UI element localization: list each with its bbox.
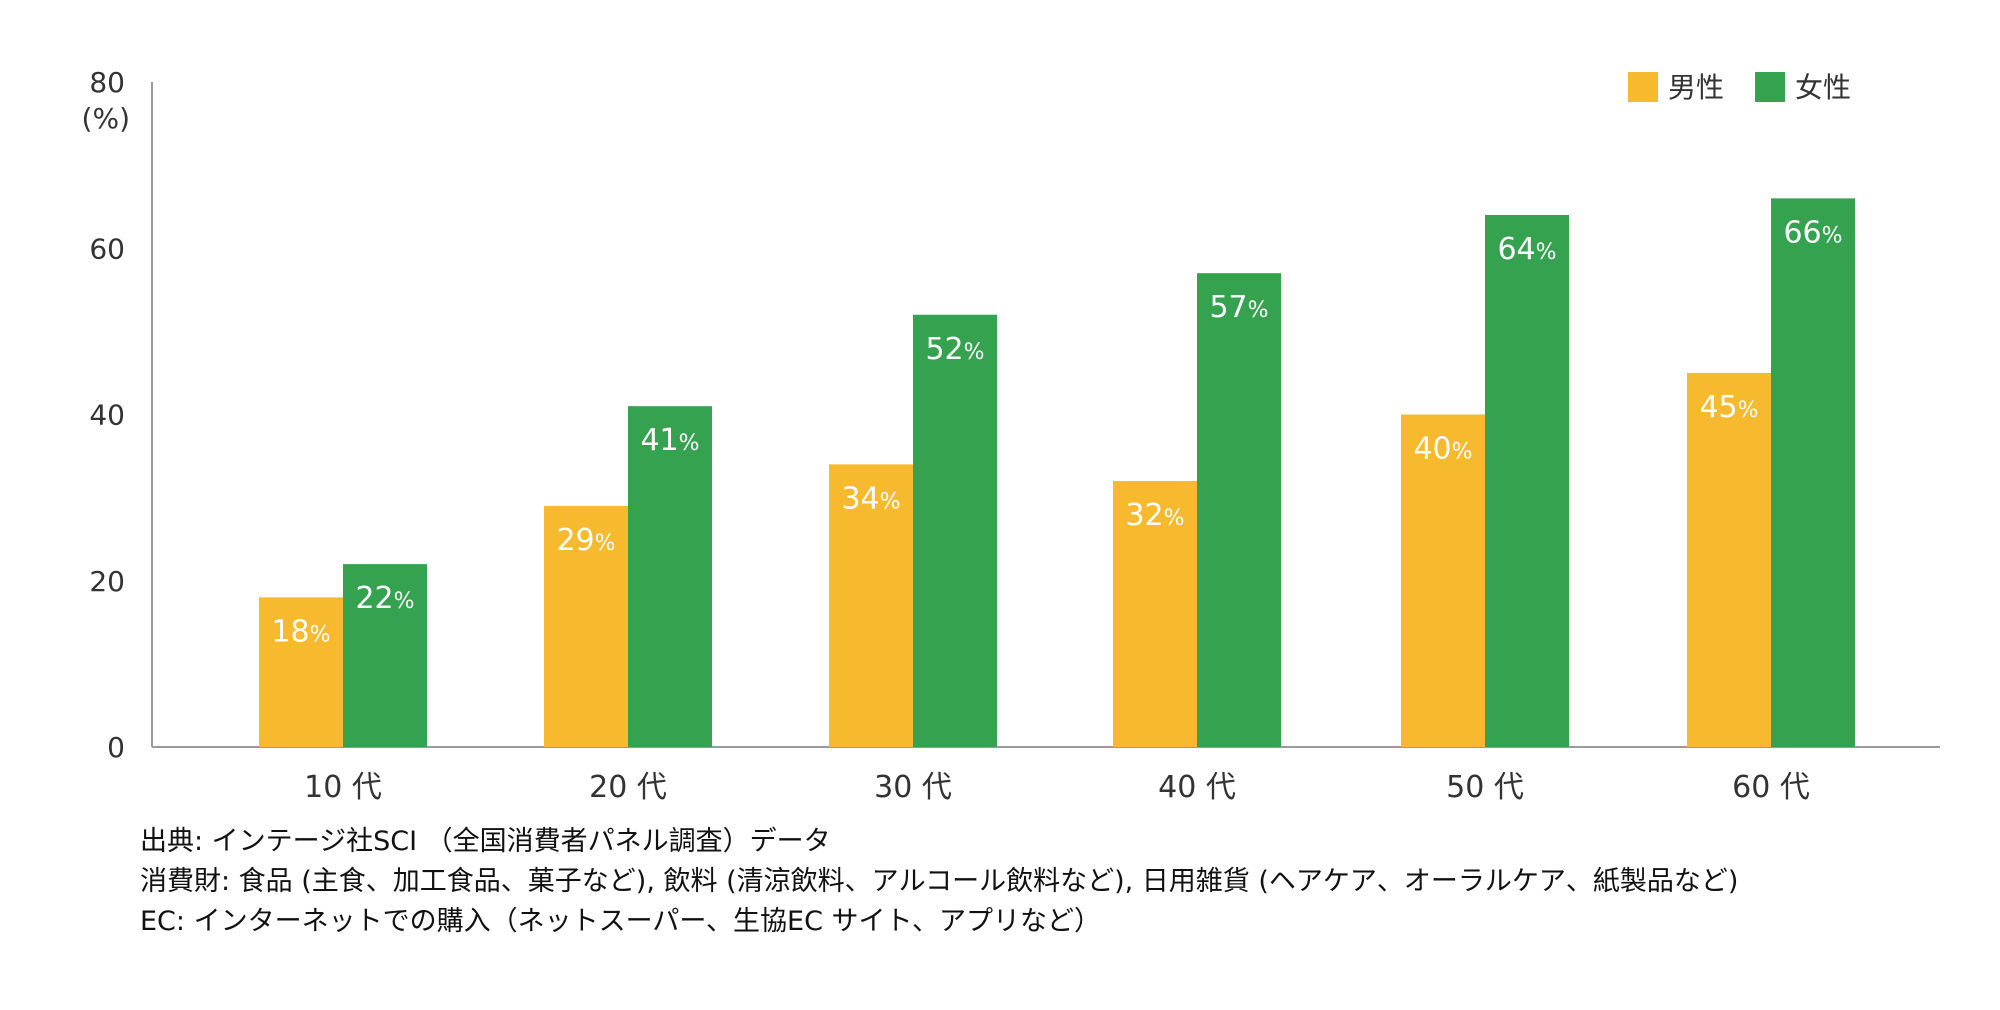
legend-label: 女性 (1795, 71, 1851, 104)
bar-female (913, 314, 997, 747)
goods-definition-note: 消費財: 食品 (主食、加工食品、菓子など), 飲料 (清涼飲料、アルコール飲料… (140, 866, 1739, 897)
bar-value-label: 32% (1125, 498, 1184, 533)
category-label: 20 代 (589, 770, 667, 805)
bar-female (628, 406, 712, 747)
bar-male (1113, 481, 1197, 747)
legend-swatch (1628, 72, 1658, 102)
category-label: 60 代 (1732, 770, 1810, 805)
bar-value-label: 52% (925, 332, 984, 367)
bar-female (1771, 198, 1855, 747)
bar-female (343, 564, 427, 747)
bar-value-label: 40% (1413, 432, 1472, 467)
bar-male (829, 464, 913, 747)
category-label: 40 代 (1158, 770, 1236, 805)
bar-male (259, 597, 343, 747)
bar-value-label: 29% (556, 523, 615, 558)
y-tick-label: 40 (89, 399, 125, 432)
category-label: 50 代 (1446, 770, 1524, 805)
category-label: 10 代 (304, 770, 382, 805)
bar-male (1401, 414, 1485, 747)
y-tick-label: 20 (89, 565, 125, 598)
y-axis-unit-label: (%) (82, 102, 130, 135)
y-tick-label: 60 (89, 232, 125, 265)
bar-male (544, 505, 628, 747)
y-tick-label: 0 (107, 731, 125, 764)
bar-female (1485, 215, 1569, 747)
y-tick-label: 80 (89, 66, 125, 99)
bar-value-label: 18% (271, 614, 330, 649)
source-notes: 出典: インテージ社SCI （全国消費者パネル調査）データ 消費財: 食品 (主… (140, 822, 1960, 942)
legend-label: 男性 (1668, 71, 1724, 104)
bar-value-label: 64% (1497, 232, 1556, 267)
legend-swatch (1755, 72, 1785, 102)
bar-female (1197, 273, 1281, 747)
category-label: 30 代 (874, 770, 952, 805)
ec-definition-note: EC: インターネットでの購入（ネットスーパー、生協EC サイト、アプリなど） (140, 906, 1102, 937)
source-note: 出典: インテージ社SCI （全国消費者パネル調査）データ (140, 826, 831, 857)
bar-male (1687, 372, 1771, 747)
